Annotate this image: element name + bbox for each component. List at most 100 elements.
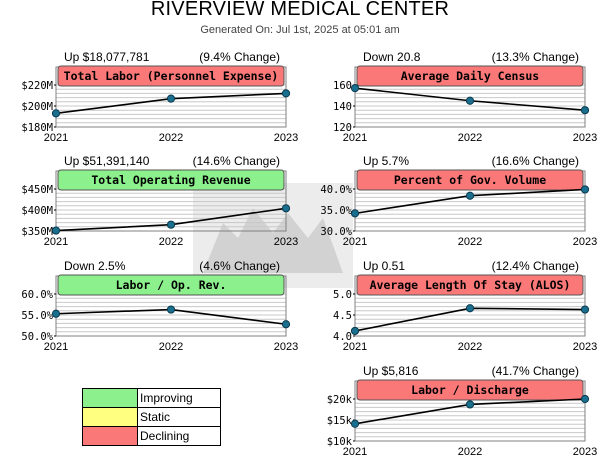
total-labor-personnel-expense-title: Total Labor (Personnel Expense) bbox=[64, 69, 279, 83]
percent-of-gov-volume-xtick-label: 2021 bbox=[343, 236, 367, 248]
total-operating-revenue-xtick-label: 2021 bbox=[44, 236, 68, 248]
average-length-of-stay-alos-ytick-label: 4.5 bbox=[333, 310, 352, 322]
average-length-of-stay-alos-data-point-2022 bbox=[465, 304, 475, 313]
average-daily-census-xtick-label: 2021 bbox=[343, 132, 367, 144]
legend-row-declining: Declining bbox=[82, 426, 221, 446]
total-labor-personnel-expense-xtick-label: 2022 bbox=[159, 132, 183, 144]
percent-of-gov-volume-ytick-label: 30.0% bbox=[320, 226, 352, 238]
legend-swatch-improving bbox=[82, 388, 138, 408]
total-labor-personnel-expense-summary: Up $18,077,781 bbox=[64, 50, 150, 64]
average-daily-census-ytick-label: 160 bbox=[333, 80, 352, 92]
total-labor-personnel-expense-ytick-label: $220M bbox=[21, 80, 53, 92]
average-daily-census-xtick-label: 2023 bbox=[573, 132, 597, 144]
average-daily-census-change: (13.3% Change) bbox=[492, 50, 579, 64]
labor-op-rev-data-point-2021 bbox=[51, 309, 61, 318]
average-length-of-stay-alos-data-point-2023 bbox=[580, 305, 590, 314]
labor-op-rev-summary: Down 2.5% bbox=[64, 259, 126, 273]
labor-discharge-data-point-2022 bbox=[465, 400, 475, 409]
total-operating-revenue-data-point-2022 bbox=[166, 220, 176, 229]
total-operating-revenue-ytick-label: $400M bbox=[21, 205, 53, 217]
labor-op-rev-ytick-label: 60.0% bbox=[21, 289, 53, 301]
generated-timestamp: Generated On: Jul 1st, 2025 at 05:01 am bbox=[200, 24, 400, 36]
percent-of-gov-volume-data-point-2021 bbox=[350, 209, 360, 218]
legend-label-static: Static bbox=[137, 407, 221, 427]
total-labor-personnel-expense-ytick-label: $200M bbox=[21, 101, 53, 113]
total-labor-personnel-expense-xtick-label: 2021 bbox=[44, 132, 68, 144]
total-labor-personnel-expense-xtick-label: 2023 bbox=[274, 132, 298, 144]
legend-row-static: Static bbox=[82, 407, 221, 427]
percent-of-gov-volume-ytick-label: 35.0% bbox=[320, 205, 352, 217]
total-operating-revenue-data-point-2023 bbox=[281, 204, 291, 213]
average-daily-census-xtick-label: 2022 bbox=[458, 132, 482, 144]
labor-discharge-xtick-label: 2021 bbox=[343, 446, 367, 458]
labor-discharge-data-point-2021 bbox=[350, 419, 360, 428]
labor-op-rev-ytick-label: 50.0% bbox=[21, 331, 53, 343]
legend-swatch-static bbox=[82, 407, 138, 427]
total-operating-revenue-ytick-label: $450M bbox=[21, 184, 53, 196]
total-labor-personnel-expense-title-tab bbox=[57, 65, 285, 87]
total-operating-revenue-title-tab bbox=[57, 169, 285, 191]
total-operating-revenue-data-point-2021 bbox=[51, 226, 61, 235]
page-title: RIVERVIEW MEDICAL CENTER bbox=[150, 0, 450, 20]
average-length-of-stay-alos-summary: Up 0.51 bbox=[363, 259, 405, 273]
percent-of-gov-volume-change: (16.6% Change) bbox=[492, 154, 579, 168]
total-labor-personnel-expense-data-point-2021 bbox=[51, 109, 61, 118]
legend-label-improving: Improving bbox=[137, 388, 221, 408]
average-length-of-stay-alos-xtick-label: 2022 bbox=[458, 341, 482, 353]
labor-op-rev-change: (4.6% Change) bbox=[199, 259, 280, 273]
average-daily-census-title: Average Daily Census bbox=[401, 69, 539, 83]
labor-op-rev-title: Labor / Op. Rev. bbox=[116, 278, 227, 292]
percent-of-gov-volume-title: Percent of Gov. Volume bbox=[394, 173, 546, 187]
total-operating-revenue-xtick-label: 2022 bbox=[159, 236, 183, 248]
average-length-of-stay-alos-xtick-label: 2021 bbox=[343, 341, 367, 353]
labor-op-rev-data-point-2023 bbox=[281, 320, 291, 329]
total-operating-revenue-ytick-label: $350M bbox=[21, 226, 53, 238]
labor-discharge-summary: Up $5,816 bbox=[363, 364, 419, 378]
legend-swatch-declining bbox=[82, 426, 138, 446]
labor-discharge-title: Labor / Discharge bbox=[411, 383, 529, 397]
labor-discharge-xtick-label: 2023 bbox=[573, 446, 597, 458]
labor-op-rev-ytick-label: 55.0% bbox=[21, 310, 53, 322]
total-labor-personnel-expense-change: (9.4% Change) bbox=[199, 50, 280, 64]
average-daily-census-ytick-label: 120 bbox=[333, 122, 352, 134]
labor-discharge-ytick-label: $10k bbox=[327, 436, 353, 448]
percent-of-gov-volume-data-point-2023 bbox=[580, 185, 590, 194]
labor-discharge-ytick-label: $15k bbox=[327, 415, 353, 427]
total-labor-personnel-expense-data-point-2023 bbox=[281, 89, 291, 98]
labor-discharge-data-point-2023 bbox=[580, 394, 590, 404]
average-length-of-stay-alos-change: (12.4% Change) bbox=[492, 259, 579, 273]
legend: Improving Static Declining bbox=[82, 388, 221, 446]
average-daily-census-summary: Down 20.8 bbox=[363, 50, 421, 64]
average-daily-census-ytick-label: 140 bbox=[333, 101, 352, 113]
percent-of-gov-volume-ytick-label: 40.0% bbox=[320, 184, 352, 196]
total-operating-revenue-change: (14.6% Change) bbox=[193, 154, 280, 168]
percent-of-gov-volume-data-point-2022 bbox=[465, 191, 475, 200]
percent-of-gov-volume-xtick-label: 2023 bbox=[573, 236, 597, 248]
average-length-of-stay-alos-ytick-label: 5.0 bbox=[333, 289, 352, 301]
total-operating-revenue-title: Total Operating Revenue bbox=[91, 173, 250, 187]
labor-discharge-xtick-label: 2022 bbox=[458, 446, 482, 458]
total-operating-revenue-summary: Up $51,391,140 bbox=[64, 154, 150, 168]
average-length-of-stay-alos-data-point-2021 bbox=[350, 326, 360, 336]
average-daily-census-data-point-2022 bbox=[465, 96, 475, 105]
legend-label-declining: Declining bbox=[137, 426, 221, 446]
average-length-of-stay-alos-title: Average Length Of Stay (ALOS) bbox=[370, 278, 571, 292]
average-length-of-stay-alos-ytick-label: 4.0 bbox=[333, 331, 352, 343]
labor-op-rev-xtick-label: 2022 bbox=[159, 341, 183, 353]
average-daily-census-data-point-2023 bbox=[580, 106, 590, 115]
average-length-of-stay-alos-xtick-label: 2023 bbox=[573, 341, 597, 353]
labor-discharge-change: (41.7% Change) bbox=[492, 364, 579, 378]
labor-discharge-ytick-label: $20k bbox=[327, 394, 353, 406]
average-length-of-stay-alos-title-tab bbox=[356, 274, 584, 296]
labor-discharge-title-tab bbox=[356, 379, 584, 401]
labor-op-rev-title-tab bbox=[57, 274, 285, 296]
legend-row-improving: Improving bbox=[82, 388, 221, 408]
labor-op-rev-data-point-2022 bbox=[166, 305, 176, 314]
percent-of-gov-volume-summary: Up 5.7% bbox=[363, 154, 409, 168]
